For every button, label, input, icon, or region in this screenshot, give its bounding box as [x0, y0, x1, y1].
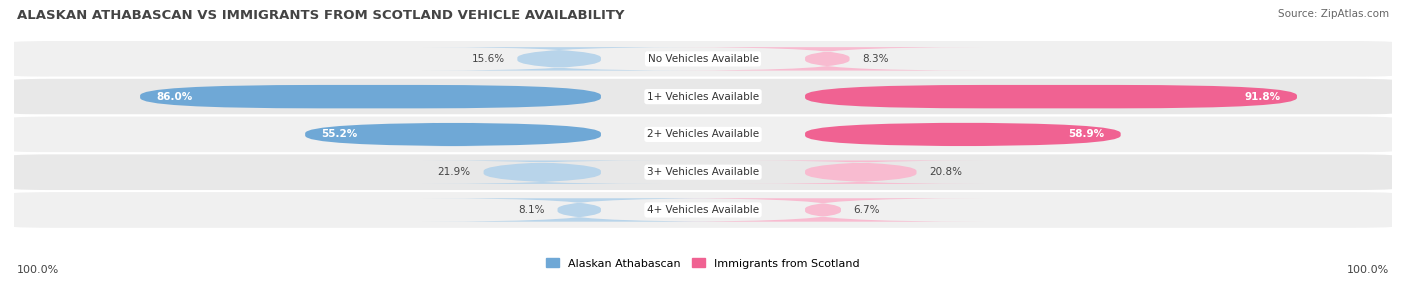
Text: 15.6%: 15.6% — [471, 54, 505, 64]
Text: 3+ Vehicles Available: 3+ Vehicles Available — [647, 167, 759, 177]
Text: 8.1%: 8.1% — [519, 205, 544, 215]
FancyBboxPatch shape — [806, 123, 1121, 146]
Text: 55.2%: 55.2% — [321, 130, 357, 139]
FancyBboxPatch shape — [1, 40, 1405, 78]
Text: 100.0%: 100.0% — [17, 265, 59, 275]
FancyBboxPatch shape — [806, 85, 1296, 108]
Text: 8.3%: 8.3% — [862, 54, 889, 64]
FancyBboxPatch shape — [1, 191, 1405, 229]
FancyBboxPatch shape — [672, 47, 983, 71]
FancyBboxPatch shape — [423, 47, 696, 71]
Text: 21.9%: 21.9% — [437, 167, 471, 177]
Text: 2+ Vehicles Available: 2+ Vehicles Available — [647, 130, 759, 139]
Text: 4+ Vehicles Available: 4+ Vehicles Available — [647, 205, 759, 215]
FancyBboxPatch shape — [738, 160, 983, 184]
Text: 91.8%: 91.8% — [1244, 92, 1281, 102]
Text: 1+ Vehicles Available: 1+ Vehicles Available — [647, 92, 759, 102]
FancyBboxPatch shape — [1, 116, 1405, 153]
FancyBboxPatch shape — [141, 85, 600, 108]
FancyBboxPatch shape — [305, 123, 600, 146]
FancyBboxPatch shape — [1, 78, 1405, 116]
Text: No Vehicles Available: No Vehicles Available — [648, 54, 758, 64]
Text: 6.7%: 6.7% — [853, 205, 880, 215]
FancyBboxPatch shape — [423, 198, 735, 222]
FancyBboxPatch shape — [423, 160, 662, 184]
Legend: Alaskan Athabascan, Immigrants from Scotland: Alaskan Athabascan, Immigrants from Scot… — [541, 254, 865, 273]
Text: 58.9%: 58.9% — [1069, 130, 1105, 139]
Text: 20.8%: 20.8% — [929, 167, 962, 177]
Text: ALASKAN ATHABASCAN VS IMMIGRANTS FROM SCOTLAND VEHICLE AVAILABILITY: ALASKAN ATHABASCAN VS IMMIGRANTS FROM SC… — [17, 9, 624, 21]
Text: Source: ZipAtlas.com: Source: ZipAtlas.com — [1278, 9, 1389, 19]
FancyBboxPatch shape — [1, 153, 1405, 191]
Text: 100.0%: 100.0% — [1347, 265, 1389, 275]
FancyBboxPatch shape — [664, 198, 983, 222]
Text: 86.0%: 86.0% — [156, 92, 193, 102]
